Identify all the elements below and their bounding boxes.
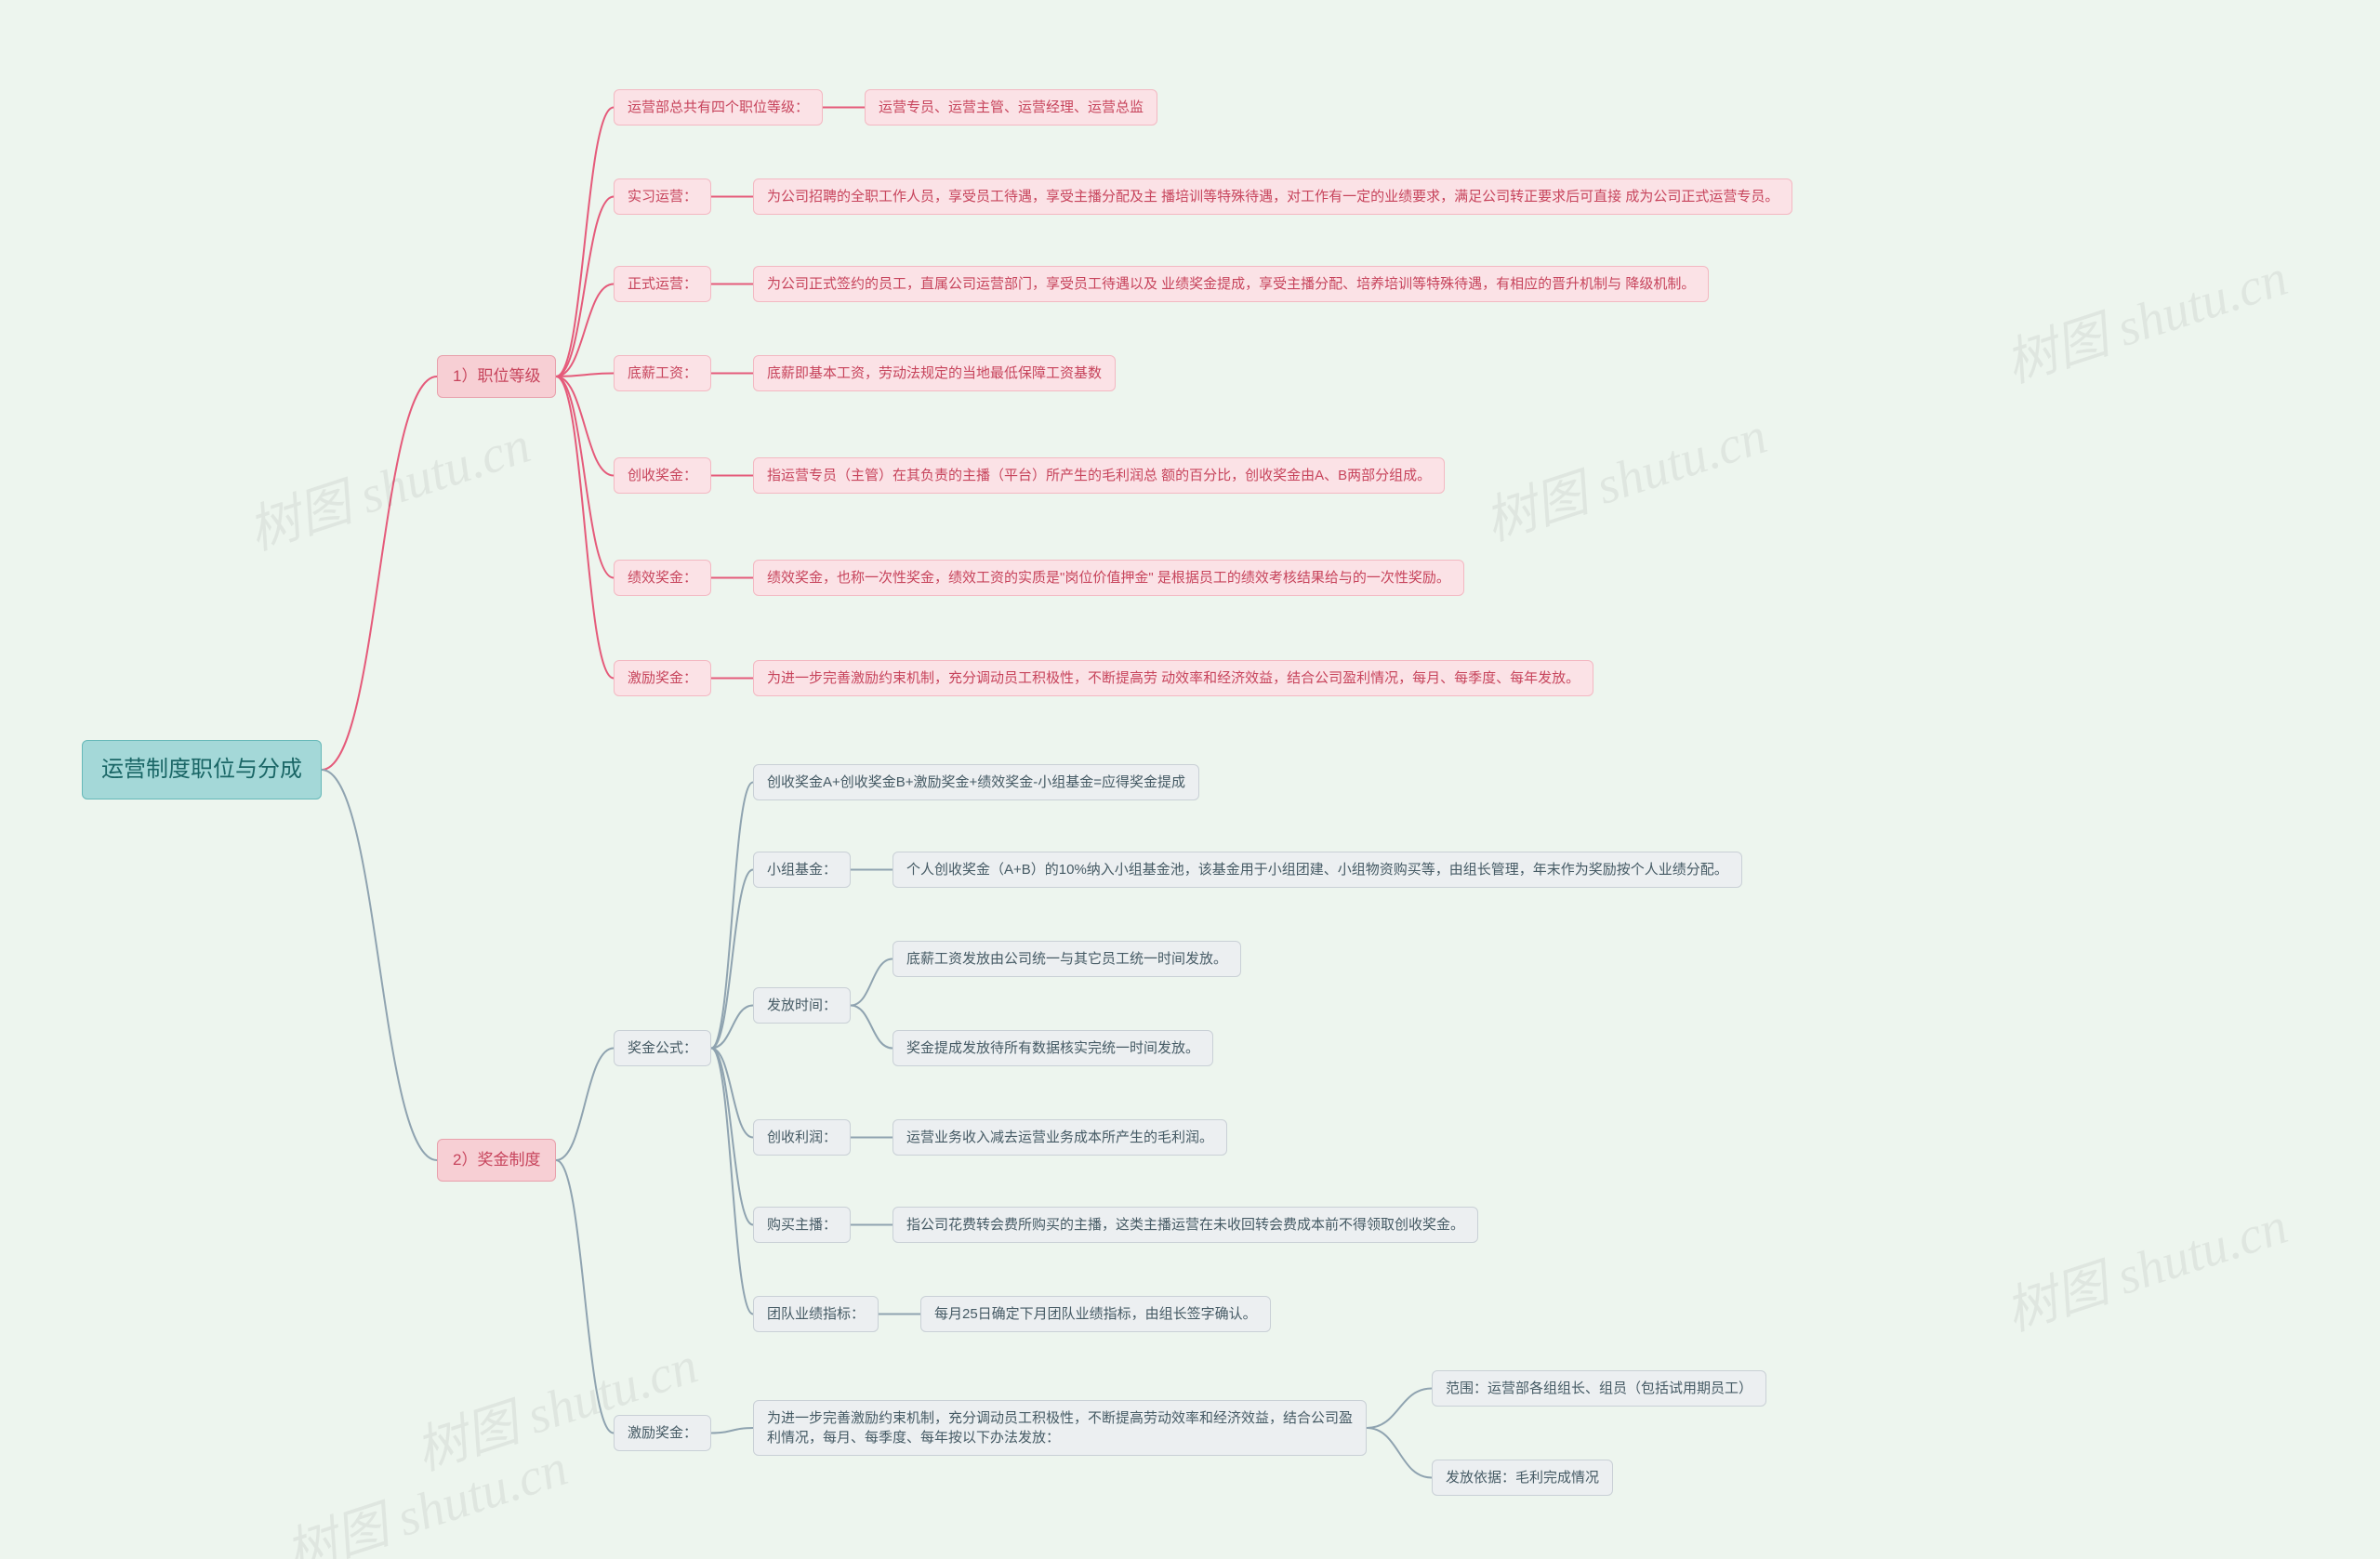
mindmap-node: 指运营专员（主管）在其负责的主播（平台）所产生的毛利润总 额的百分比，创收奖金由… (753, 457, 1445, 494)
mindmap-node: 运营部总共有四个职位等级： (614, 89, 823, 126)
mindmap-node: 奖金提成发放待所有数据核实完统一时间发放。 (892, 1030, 1213, 1066)
watermark: 树图 shutu.cn (1474, 393, 1775, 555)
mindmap-node: 团队业绩指标： (753, 1296, 879, 1332)
watermark: 树图 shutu.cn (1994, 235, 2295, 397)
mindmap-node: 绩效奖金： (614, 560, 711, 596)
mindmap-node: 小组基金： (753, 852, 851, 888)
mindmap-node: 创收奖金A+创收奖金B+激励奖金+绩效奖金-小组基金=应得奖金提成 (753, 764, 1199, 800)
mindmap-node: 为进一步完善激励约束机制，充分调动员工积极性，不断提高劳动效率和经济效益，结合公… (753, 1400, 1367, 1456)
mindmap-node: 奖金公式： (614, 1030, 711, 1066)
mindmap-node: 为公司招聘的全职工作人员，享受员工待遇，享受主播分配及主 播培训等特殊待遇，对工… (753, 178, 1792, 215)
branch-position-grade: 1）职位等级 (437, 355, 556, 398)
mindmap-node: 创收利润： (753, 1119, 851, 1156)
watermark: 树图 shutu.cn (274, 1425, 575, 1559)
mindmap-node: 运营业务收入减去运营业务成本所产生的毛利润。 (892, 1119, 1227, 1156)
mindmap-node: 正式运营： (614, 266, 711, 302)
mindmap-node: 底薪工资发放由公司统一与其它员工统一时间发放。 (892, 941, 1241, 977)
mindmap-node: 底薪工资： (614, 355, 711, 391)
watermark: 树图 shutu.cn (1994, 1183, 2295, 1345)
mindmap-node: 底薪即基本工资，劳动法规定的当地最低保障工资基数 (753, 355, 1116, 391)
branch-bonus-system: 2）奖金制度 (437, 1139, 556, 1182)
mindmap-node: 运营专员、运营主管、运营经理、运营总监 (865, 89, 1157, 126)
mindmap-node: 实习运营： (614, 178, 711, 215)
root-node: 运营制度职位与分成 (82, 740, 322, 799)
mindmap-node: 指公司花费转会费所购买的主播，这类主播运营在未收回转会费成本前不得领取创收奖金。 (892, 1207, 1478, 1243)
mindmap-node: 创收奖金： (614, 457, 711, 494)
mindmap-node: 范围：运营部各组组长、组员（包括试用期员工） (1432, 1370, 1766, 1407)
mindmap-node: 个人创收奖金（A+B）的10%纳入小组基金池，该基金用于小组团建、小组物资购买等… (892, 852, 1742, 888)
watermark: 树图 shutu.cn (237, 403, 538, 564)
mindmap-node: 每月25日确定下月团队业绩指标，由组长签字确认。 (920, 1296, 1271, 1332)
mindmap-node: 绩效奖金，也称一次性奖金，绩效工资的实质是"岗位价值押金" 是根据员工的绩效考核… (753, 560, 1464, 596)
mindmap-node: 发放依据：毛利完成情况 (1432, 1460, 1613, 1496)
mindmap-node: 购买主播： (753, 1207, 851, 1243)
mindmap-node: 激励奖金： (614, 660, 711, 696)
mindmap-node: 为公司正式签约的员工，直属公司运营部门，享受员工待遇以及 业绩奖金提成，享受主播… (753, 266, 1709, 302)
watermark: 树图 shutu.cn (404, 1323, 706, 1485)
mindmap-node: 为进一步完善激励约束机制，充分调动员工积极性，不断提高劳 动效率和经济效益，结合… (753, 660, 1593, 696)
mindmap-node: 发放时间： (753, 987, 851, 1024)
mindmap-canvas: 运营制度职位与分成 1）职位等级 2）奖金制度 运营部总共有四个职位等级： 运营专… (0, 0, 2380, 1559)
mindmap-node: 激励奖金： (614, 1415, 711, 1451)
